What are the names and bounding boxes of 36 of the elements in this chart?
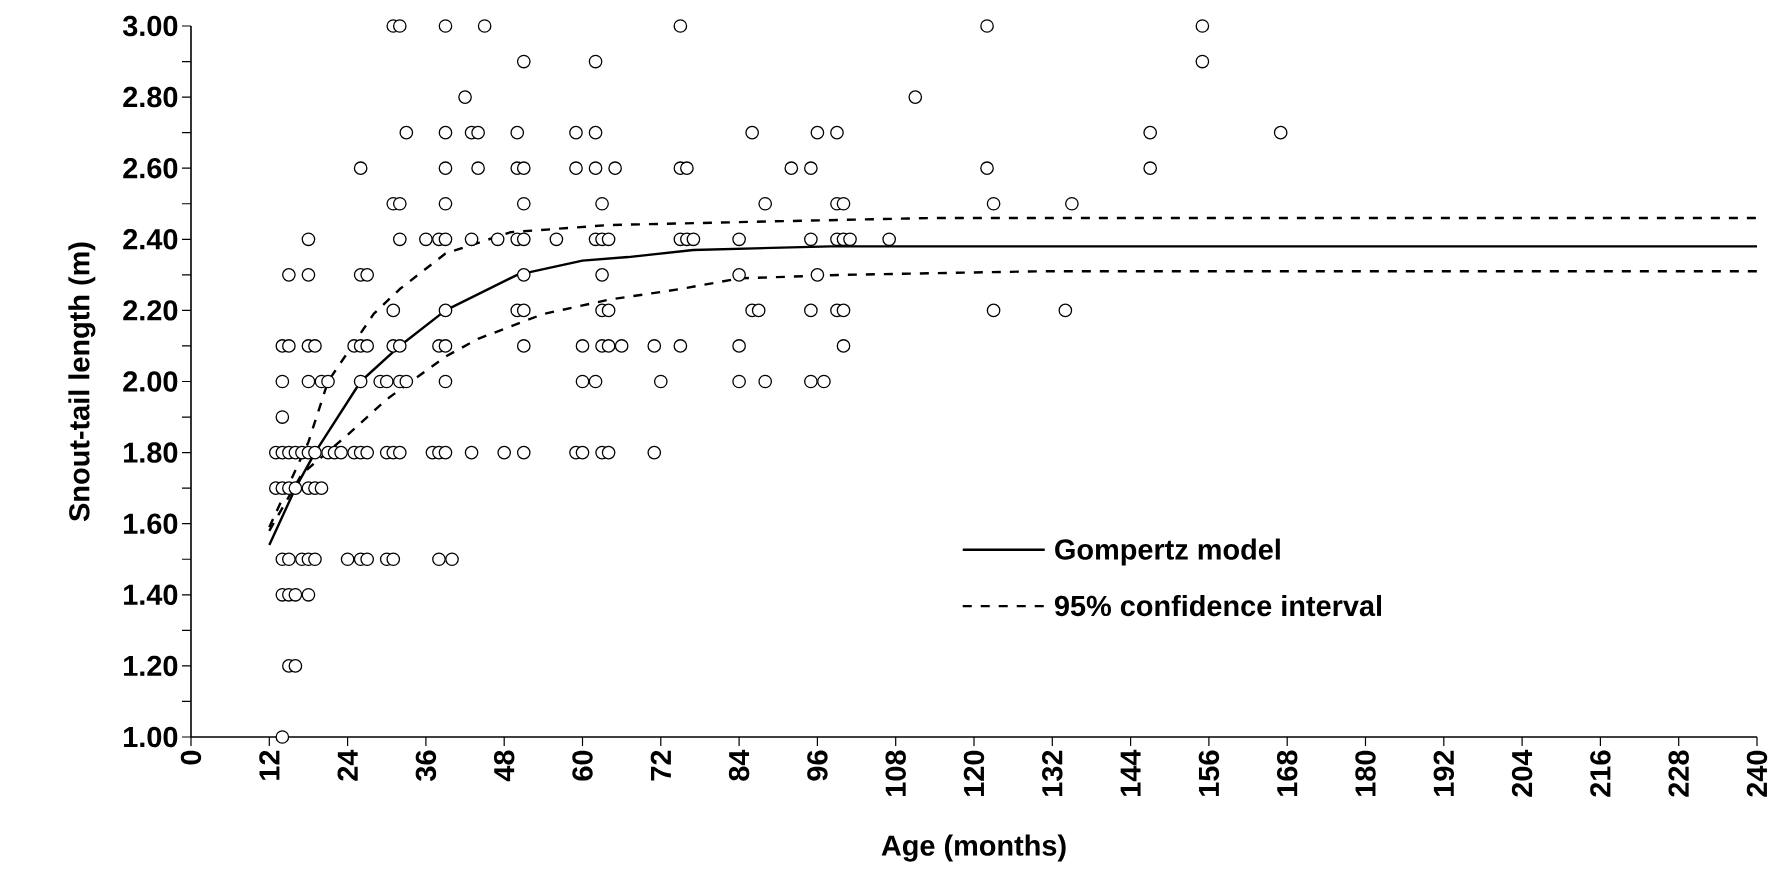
x-axis-title: Age (months): [881, 834, 1066, 862]
y-tick-label: 2.00: [123, 371, 178, 392]
x-tick-label: 144: [1120, 749, 1141, 796]
x-tick-label: 120: [963, 750, 985, 796]
x-tick-label: 204: [1511, 749, 1533, 797]
x-tick-label: 36: [415, 750, 437, 781]
x-tick-label: 132: [1042, 750, 1063, 796]
y-tick-label: 1.80: [124, 442, 178, 463]
y-tick-label: 2.80: [123, 86, 178, 108]
x-tick-label: 84: [728, 749, 750, 781]
x-tick-label: 108: [885, 750, 906, 796]
x-tick-label: 228: [1668, 750, 1689, 797]
y-tick-label: 2.40: [123, 229, 178, 250]
x-tick-label: 72: [650, 750, 671, 781]
legend-label: Gompertz model: [1055, 538, 1280, 566]
x-tick-label: 24: [337, 749, 358, 781]
x-tick-label: 168: [1276, 750, 1298, 796]
x-tick-label: 60: [572, 750, 593, 781]
x-tick-label: 48: [493, 750, 515, 782]
legend-label: 95% confidence interval: [1054, 594, 1382, 617]
y-tick-label: 3.00: [122, 15, 178, 37]
x-tick-label: 192: [1433, 750, 1455, 796]
y-axis-title: Snout-tail length (m): [68, 242, 96, 522]
y-tick-label: 1.20: [124, 655, 178, 677]
x-tick-label: 216: [1590, 750, 1611, 797]
x-tick-label: 240: [1746, 750, 1768, 797]
y-tick-label: 1.40: [124, 584, 178, 606]
x-tick-label: 156: [1198, 750, 1220, 796]
y-tick-label: 2.60: [123, 157, 178, 179]
y-tick-label: 1.60: [124, 513, 178, 534]
y-tick-label: 1.00: [124, 726, 178, 748]
x-tick-label: 180: [1355, 750, 1376, 796]
x-tick-label: 0: [180, 750, 202, 765]
x-tick-label: 12: [259, 750, 280, 780]
x-tick-label: 96: [807, 750, 828, 781]
y-tick-label: 2.20: [123, 300, 178, 321]
